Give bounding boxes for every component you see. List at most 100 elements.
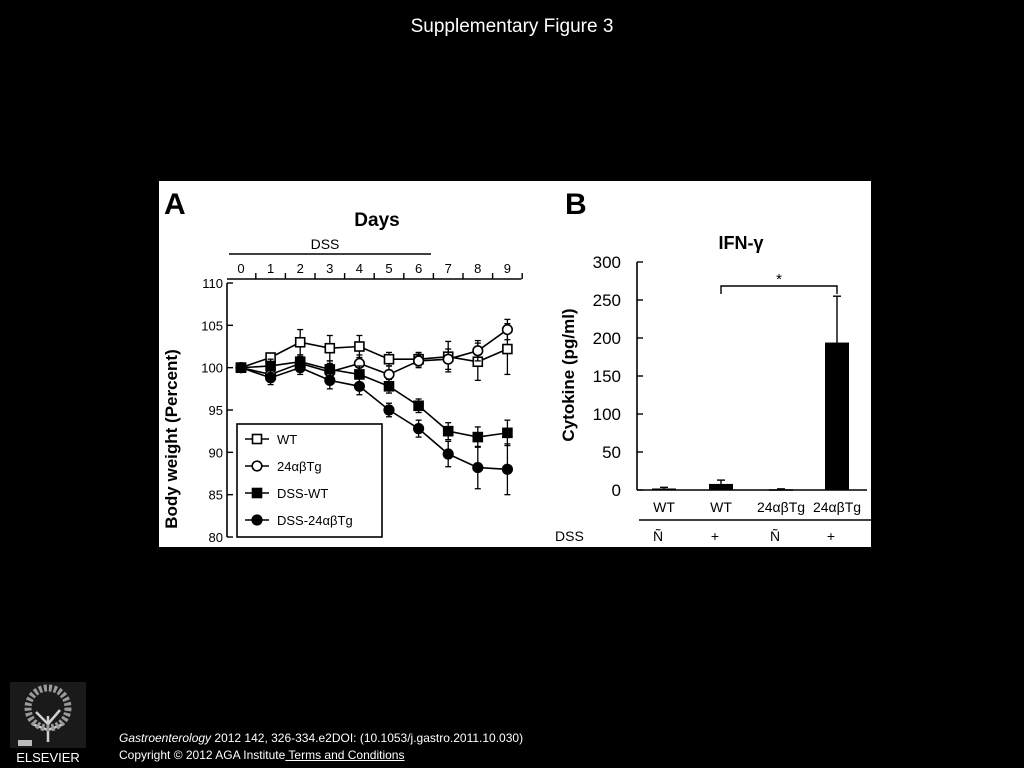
- dss-value-label: +: [711, 528, 719, 544]
- y-tick-label: 85: [209, 488, 223, 503]
- panel-b-title: IFN-γ: [719, 233, 764, 253]
- panel-a-series: [235, 318, 514, 496]
- bar: [652, 488, 676, 490]
- data-point: [353, 380, 365, 392]
- x-tick-label: 5: [385, 261, 392, 276]
- data-point: [442, 425, 454, 437]
- logo-foliage-icon: [24, 684, 72, 732]
- panel-b-bars: WT Ñ WT +24αβTg Ñ 24αβTg + *: [652, 271, 861, 544]
- legend-marker: [251, 514, 263, 526]
- data-point: [413, 400, 424, 412]
- y-tick-label: 200: [593, 329, 621, 348]
- data-point: [502, 343, 513, 355]
- y-tick-label: 95: [209, 403, 223, 418]
- data-point: [413, 355, 425, 367]
- y-tick-label: 50: [602, 443, 621, 462]
- category-label: 24αβTg: [813, 499, 861, 515]
- series-dss-24-tg: [235, 360, 514, 496]
- series-line: [240, 360, 508, 438]
- logo-figure-icon: [18, 740, 32, 746]
- citation-line: Gastroenterology 2012 142, 326-334.e2DOI…: [119, 730, 523, 747]
- category-label: 24αβTg: [757, 499, 805, 515]
- data-point: [383, 353, 395, 365]
- y-tick-label: 250: [593, 291, 621, 310]
- category-label: WT: [653, 499, 675, 515]
- data-point: [383, 380, 395, 392]
- journal-name: Gastroenterology: [119, 731, 212, 745]
- x-tick-label: 4: [356, 261, 363, 276]
- panel-a-letter: A: [164, 188, 186, 221]
- data-point: [264, 372, 277, 384]
- figure-panel: A B Days DSS Body weight (Percent) WT 24α…: [159, 181, 871, 547]
- data-point: [294, 362, 306, 374]
- y-tick-label: 90: [209, 445, 223, 460]
- data-point: [502, 427, 513, 439]
- y-tick-label: 100: [593, 405, 621, 424]
- x-tick-label: 8: [474, 261, 481, 276]
- y-tick-label: 105: [201, 318, 223, 333]
- legend: WT 24αβTg DSS-WT DSS-24αβTg: [245, 432, 353, 528]
- slide-title: Supplementary Figure 3: [410, 16, 614, 37]
- y-tick-label: 100: [201, 361, 223, 376]
- x-tick-label: 9: [504, 261, 511, 276]
- data-point: [294, 336, 306, 348]
- data-point: [413, 423, 425, 435]
- y-tick-label: 80: [209, 530, 223, 545]
- dss-row-label: DSS: [555, 528, 584, 544]
- data-point: [442, 353, 454, 365]
- panel-a-title: Days: [354, 210, 399, 231]
- dss-value-label: Ñ: [653, 528, 663, 544]
- copyright-line: Copyright © 2012 AGA Institute Terms and…: [119, 747, 523, 764]
- dss-bracket-label: DSS: [311, 236, 340, 252]
- legend-marker: [251, 460, 263, 472]
- data-point: [354, 341, 365, 352]
- logo-wordmark: ELSEVIER: [16, 750, 80, 765]
- figure-svg: A B Days DSS Body weight (Percent) WT 24α…: [162, 188, 871, 545]
- data-point: [324, 374, 336, 386]
- data-point: [442, 448, 454, 460]
- legend-label: DSS-24αβTg: [277, 513, 353, 528]
- significance-bracket: [720, 285, 838, 294]
- x-tick-label: 0: [237, 261, 244, 276]
- dss-value-label: Ñ: [770, 528, 780, 544]
- panel-a-axes: 80 85 90 95 100 105 110 0 1 2 3 4 5 6 7 8 9: [201, 261, 523, 545]
- data-point: [265, 360, 276, 372]
- citation-footer: Gastroenterology 2012 142, 326-334.e2DOI…: [119, 730, 523, 764]
- data-point: [472, 345, 484, 357]
- data-point: [235, 362, 247, 374]
- y-tick-label: 300: [593, 253, 621, 272]
- elsevier-logo: ELSEVIER: [10, 682, 86, 765]
- data-point: [501, 463, 514, 475]
- data-point: [472, 461, 484, 474]
- y-tick-label: 0: [612, 481, 621, 500]
- data-point: [383, 368, 395, 381]
- bar: [769, 489, 793, 491]
- x-tick-label: 2: [297, 261, 304, 276]
- panel-b-axes: 0 50 100 150 200 250 300: [593, 253, 871, 521]
- data-point: [501, 323, 514, 336]
- series-line: [240, 328, 508, 376]
- x-tick-label: 6: [415, 261, 422, 276]
- panel-a-ylabel: Body weight (Percent): [162, 349, 181, 528]
- panel-b-letter: B: [565, 188, 587, 221]
- series-line: [240, 341, 508, 369]
- data-point: [472, 431, 484, 443]
- x-tick-label: 3: [326, 261, 333, 276]
- series-line: [240, 366, 508, 471]
- data-point: [383, 404, 395, 416]
- legend-label: 24αβTg: [277, 459, 322, 474]
- x-tick-label: 1: [267, 261, 274, 276]
- bar: [825, 342, 849, 490]
- data-point: [324, 342, 336, 354]
- citation-text: 2012 142, 326-334.e2DOI: (10.1053/j.gast…: [211, 731, 524, 745]
- y-tick-label: 150: [593, 367, 621, 386]
- copyright-text: Copyright © 2012 AGA Institute: [119, 748, 286, 762]
- bar: [709, 483, 733, 490]
- category-label: WT: [710, 499, 732, 515]
- legend-label: WT: [277, 432, 297, 447]
- dss-value-label: +: [827, 528, 835, 544]
- legend-marker: [251, 433, 263, 445]
- panel-b-ylabel: Cytokine (pg/ml): [559, 308, 578, 441]
- terms-link[interactable]: Terms and Conditions: [285, 748, 405, 762]
- series-24-tg: [235, 318, 514, 384]
